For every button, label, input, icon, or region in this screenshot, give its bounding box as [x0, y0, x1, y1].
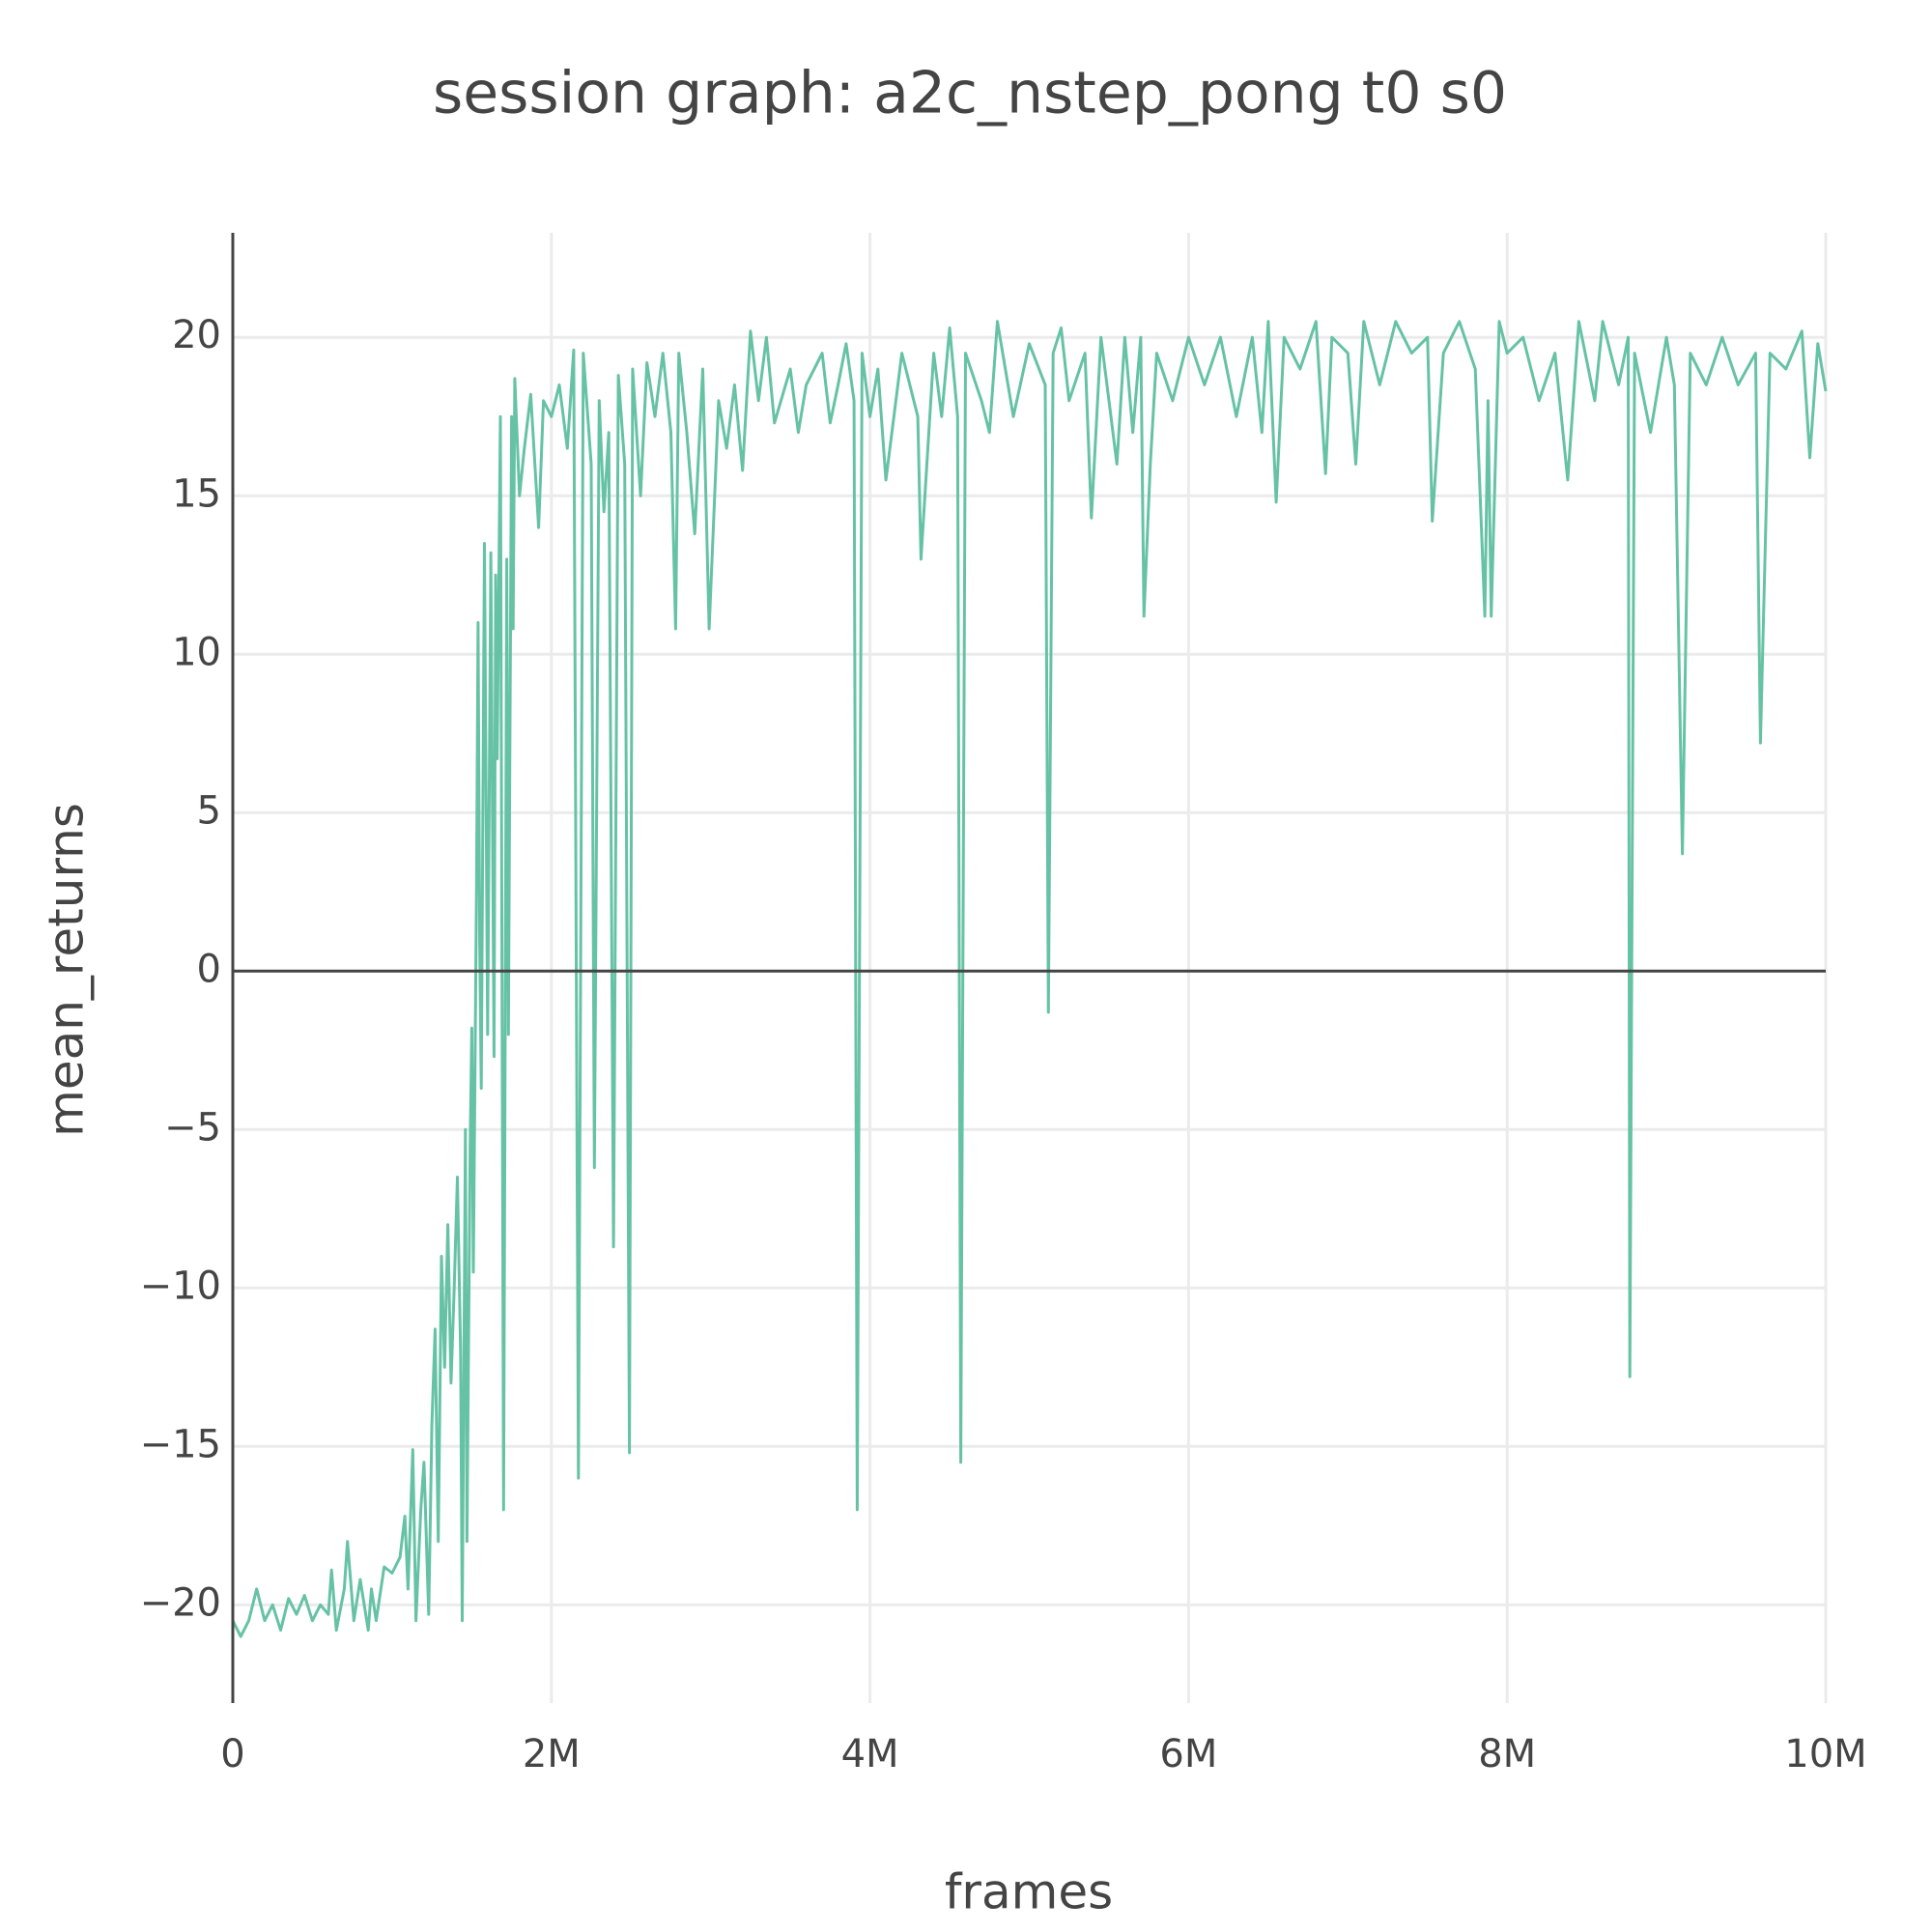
- x-tick-label: 2M: [523, 1732, 581, 1776]
- x-tick-label: 8M: [1478, 1732, 1536, 1776]
- x-tick-label: 0: [220, 1732, 244, 1776]
- y-tick-label: 5: [197, 788, 221, 833]
- y-tick-label: 0: [197, 947, 221, 991]
- y-tick-label: −20: [140, 1580, 221, 1625]
- x-tick-label: 6M: [1159, 1732, 1217, 1776]
- x-tick-label: 4M: [841, 1732, 899, 1776]
- y-tick-label: −10: [140, 1264, 221, 1308]
- y-tick-label: 15: [172, 471, 221, 516]
- x-axis-label: frames: [945, 1864, 1113, 1920]
- y-tick-label: −15: [140, 1422, 221, 1466]
- y-tick-label: 20: [172, 313, 221, 357]
- chart-title: session graph: a2c_nstep_pong t0 s0: [433, 60, 1507, 128]
- x-tick-label: 10M: [1784, 1732, 1866, 1776]
- y-tick-label: −5: [164, 1105, 221, 1150]
- y-tick-label: 10: [172, 630, 221, 674]
- y-axis-label: mean_returns: [39, 803, 95, 1137]
- data-line: [231, 320, 1828, 1638]
